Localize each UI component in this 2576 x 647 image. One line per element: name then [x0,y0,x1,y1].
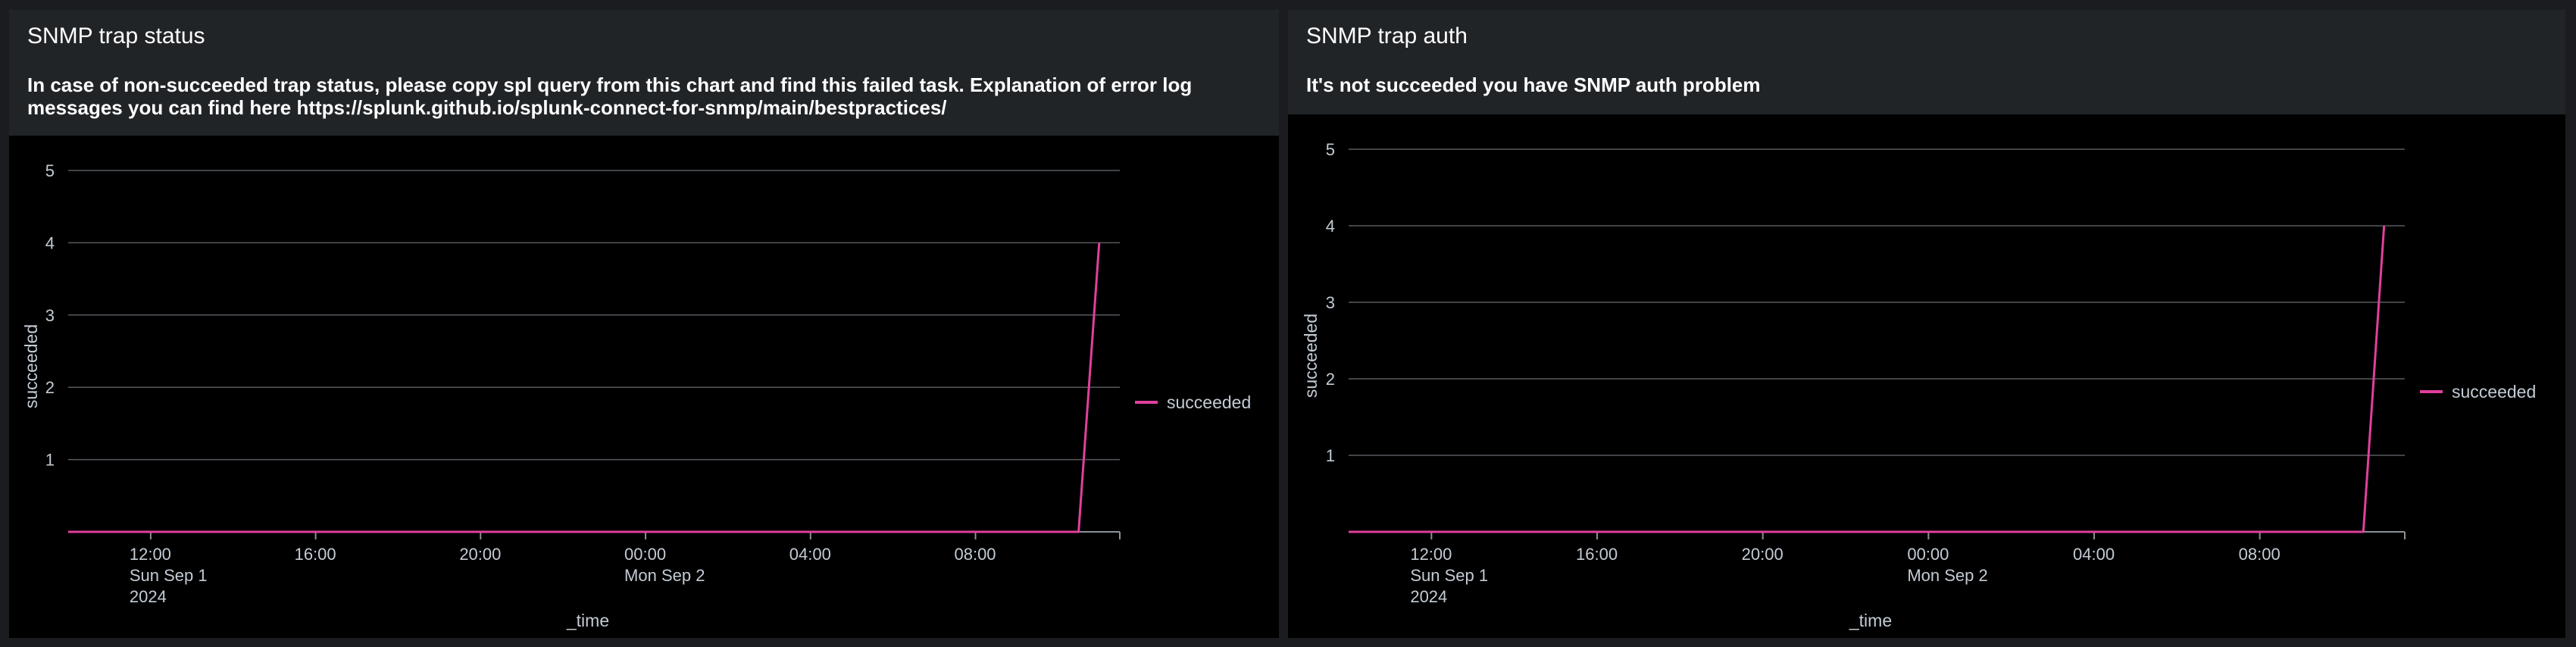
y-tick-label: 4 [45,233,55,252]
x-tick-label: 08:00 [2239,545,2281,564]
y-tick-label: 1 [45,451,55,470]
x-tick-label: 12:00 [130,545,171,564]
y-tick-label: 3 [45,306,55,325]
x-tick-label: 20:00 [1742,545,1784,564]
series-line-succeeded [1349,225,2386,533]
x-axis-title: _time [566,611,609,630]
x-tick-label: 00:00 [624,545,666,564]
x-tick-label: 04:00 [2073,545,2115,564]
y-axis-title: succeeded [21,324,41,408]
x-tick-label: Mon Sep 2 [624,566,705,585]
y-axis-title: succeeded [1301,314,1321,398]
panel-title: SNMP trap status [27,23,205,48]
x-tick-label: 04:00 [789,545,831,564]
panel-snmp-trap-status[interactable]: SNMP trap status In case of non-succeede… [9,10,1279,638]
y-tick-label: 5 [45,161,55,180]
x-tick-label: 16:00 [295,545,336,564]
panel-description: It's not succeeded you have SNMP auth pr… [1306,73,1761,96]
x-axis-title: _time [1849,611,1892,630]
x-tick-label: Sun Sep 1 [1410,566,1488,585]
y-tick-label: 2 [45,378,55,397]
x-tick-label: Mon Sep 2 [1907,566,1987,585]
panel-description: In case of non-succeeded trap status, pl… [27,73,1193,119]
x-tick-label: Sun Sep 1 [130,566,208,585]
x-tick-label: 00:00 [1907,545,1949,564]
x-tick-label: 20:00 [459,545,501,564]
panel-title: SNMP trap auth [1306,23,1468,48]
panel-header: SNMP trap status In case of non-succeede… [9,10,1279,136]
x-tick-label: 16:00 [1576,545,1618,564]
panel-header: SNMP trap auth It's not succeeded you ha… [1288,10,2565,114]
legend-label: succeeded [1167,392,1251,412]
y-tick-label: 5 [1326,140,1335,159]
legend-label: succeeded [2452,382,2536,402]
line-chart-trap-auth[interactable]: 1 2 3 4 5 12:00 Sun Sep 1 2024 16:00 20:00 00:00 Mo… [1288,114,2565,638]
y-tick-label: 2 [1326,370,1335,389]
series-line-succeeded [68,242,1101,533]
x-tick-label: 2024 [130,587,167,606]
x-tick-label: 12:00 [1410,545,1452,564]
y-tick-label: 3 [1326,293,1335,312]
x-tick-label: 08:00 [954,545,996,564]
line-chart-trap-status[interactable]: 1 2 3 4 5 12:00 Sun Sep 1 2024 16:00 20:00 00:00 Mo… [9,136,1279,638]
panel-snmp-trap-auth[interactable]: SNMP trap auth It's not succeeded you ha… [1288,10,2565,638]
x-tick-label: 2024 [1410,587,1447,606]
y-tick-label: 4 [1326,217,1335,236]
y-tick-label: 1 [1326,446,1335,465]
